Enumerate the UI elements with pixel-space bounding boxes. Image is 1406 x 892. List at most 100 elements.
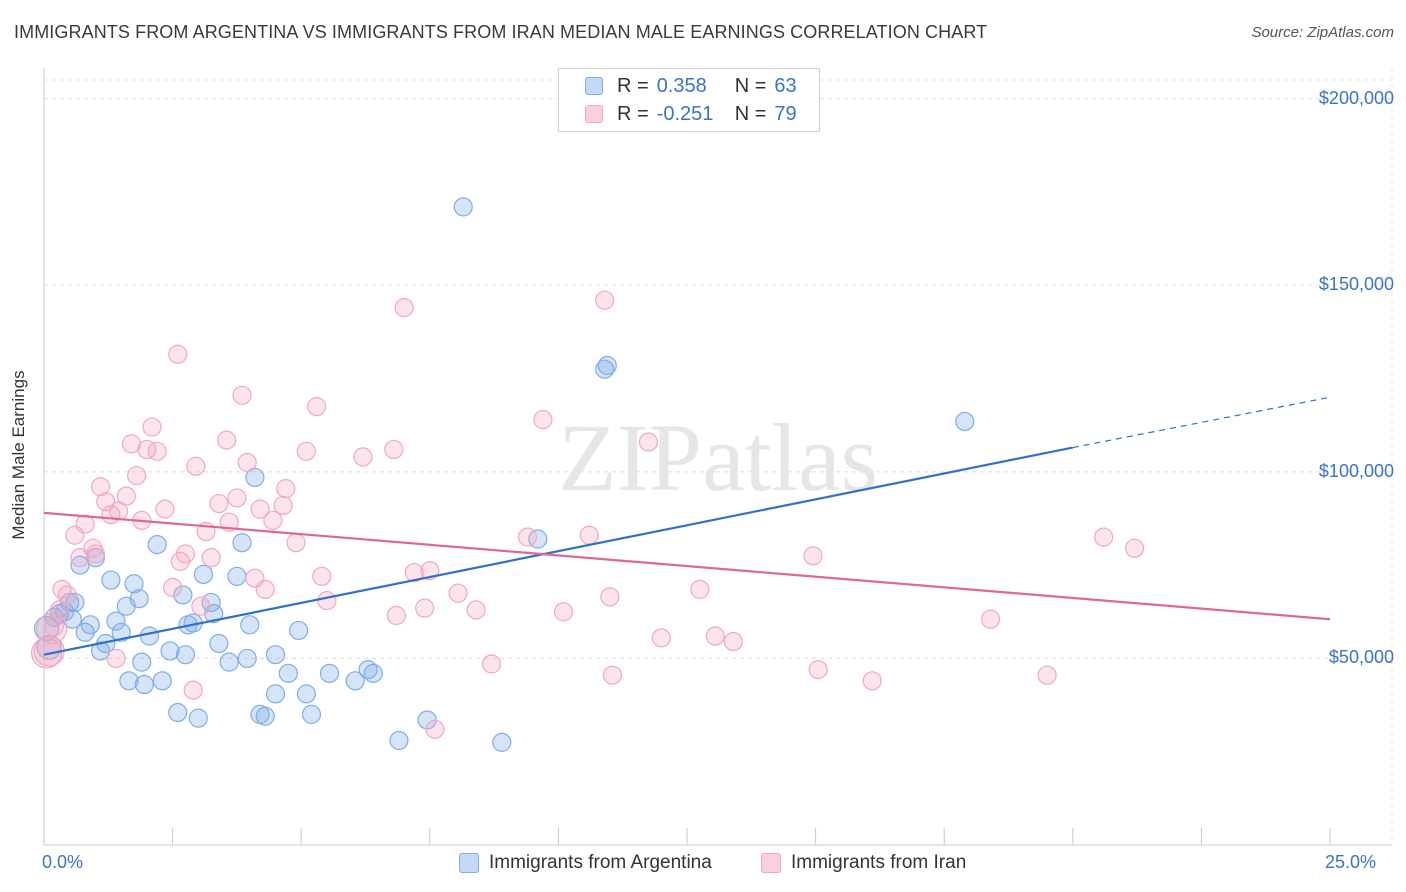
bottom-legend-label-iran: Immigrants from Iran [791, 852, 967, 873]
data-point-argentina [129, 589, 149, 609]
y-tick-label-100000: $100,000 [1318, 460, 1394, 481]
data-point-argentina [955, 411, 975, 432]
data-point-argentina [492, 732, 512, 752]
data-point-argentina [139, 626, 160, 646]
data-point-iran [723, 632, 743, 652]
data-point-argentina [237, 648, 257, 669]
watermark: ZIPatlas [558, 404, 878, 511]
data-point-argentina [296, 684, 316, 704]
data-point-iran [553, 602, 574, 622]
data-point-iran [90, 477, 111, 497]
data-point-iran [191, 596, 211, 616]
trend-line-extension-argentina [1072, 396, 1331, 449]
data-point-iran [448, 583, 468, 603]
data-point-iran [466, 600, 486, 620]
data-point-argentina [173, 585, 193, 605]
data-point-argentina [301, 704, 322, 724]
data-point-iran [415, 598, 435, 618]
data-point-argentina [33, 615, 60, 642]
data-point-iran [312, 566, 332, 586]
data-point-iran [142, 417, 162, 437]
data-point-argentina [134, 674, 154, 695]
data-point-iran [186, 456, 206, 476]
legend-n-value-iran: 79 [774, 102, 797, 125]
data-point-iran [273, 495, 293, 516]
legend-row-argentina: R = 0.358 N = 63 [585, 73, 797, 99]
data-point-iran [286, 533, 306, 553]
x-tick-label-start: 0.0% [42, 852, 84, 872]
data-point-iran [600, 587, 620, 607]
legend-n-value-argentina: 63 [774, 74, 797, 97]
data-point-iran [638, 432, 659, 452]
data-point-argentina [289, 620, 309, 641]
data-point-iran [52, 579, 72, 599]
legend-row-iran: R = -0.251 N = 79 [585, 101, 797, 127]
data-point-iran [116, 486, 136, 506]
data-point-iran [175, 544, 196, 564]
bottom-legend-iran: Immigrants from Iran [761, 852, 966, 874]
data-point-argentina [255, 706, 275, 726]
data-point-iran [317, 590, 337, 611]
chart-title: IMMIGRANTS FROM ARGENTINA VS IMMIGRANTS … [14, 22, 988, 42]
data-point-argentina [132, 652, 152, 672]
data-point-argentina [65, 592, 85, 613]
data-point-argentina [345, 671, 365, 691]
data-point-argentina [147, 534, 167, 555]
data-point-argentina [70, 555, 90, 575]
gridlines [44, 68, 1393, 845]
data-point-iran [232, 385, 252, 405]
data-point-argentina [265, 684, 286, 704]
trend-layer [43, 396, 1331, 656]
data-point-iran [209, 493, 229, 514]
data-point-iran [579, 525, 599, 545]
data-point-iran [168, 344, 188, 364]
data-point-iran [517, 527, 538, 547]
data-point-argentina [278, 663, 298, 683]
bottom-legend-swatch-iran [761, 853, 781, 873]
data-point-iran [296, 441, 316, 461]
chart-source: Source: ZipAtlas.com [1251, 24, 1394, 41]
data-point-iran [386, 605, 406, 626]
x-tick-label-end: 25.0% [1325, 852, 1377, 872]
data-point-argentina [219, 652, 239, 672]
data-point-argentina [168, 702, 188, 723]
data-point-argentina [106, 611, 126, 631]
correlation-legend: R = 0.358 N = 63 R = -0.251 N = 79 [558, 68, 820, 132]
data-point-iran [163, 577, 183, 598]
data-point-argentina [160, 641, 180, 661]
data-point-argentina [201, 592, 221, 613]
trend-line-iran [43, 511, 1331, 621]
data-point-iran [219, 512, 239, 532]
legend-swatch-argentina [585, 77, 603, 95]
data-point-iran [1037, 665, 1057, 685]
data-point-argentina [597, 355, 617, 376]
data-point-iran [384, 439, 404, 460]
data-point-iran [862, 671, 882, 691]
data-point-iran [980, 609, 1001, 629]
data-point-argentina [124, 574, 144, 594]
data-point-argentina [209, 633, 229, 654]
data-point-iran [217, 430, 237, 450]
data-point-iran [690, 579, 710, 599]
legend-r-label: R = [617, 74, 649, 97]
data-point-iran [70, 548, 90, 568]
y-tick-label-150000: $150,000 [1318, 274, 1394, 295]
legend-n-label: N = [734, 102, 767, 125]
legend-r-value-argentina: 0.358 [656, 74, 707, 97]
data-point-iran [255, 579, 275, 599]
data-point-iran [201, 548, 221, 568]
data-point-iran [404, 562, 424, 583]
data-point-argentina [80, 615, 100, 635]
bottom-legend-label-argentina: Immigrants from Argentina [489, 852, 712, 873]
data-point-iran [705, 626, 725, 646]
data-point-iran [126, 465, 147, 486]
data-point-iran [307, 396, 327, 417]
data-point-argentina [175, 645, 196, 665]
bottom-legend-swatch-argentina [459, 853, 479, 873]
data-point-iran [237, 452, 257, 473]
data-point-iran [533, 409, 553, 430]
data-point-iran [394, 298, 414, 318]
data-point-argentina [193, 564, 214, 585]
data-point-iran [481, 654, 502, 674]
